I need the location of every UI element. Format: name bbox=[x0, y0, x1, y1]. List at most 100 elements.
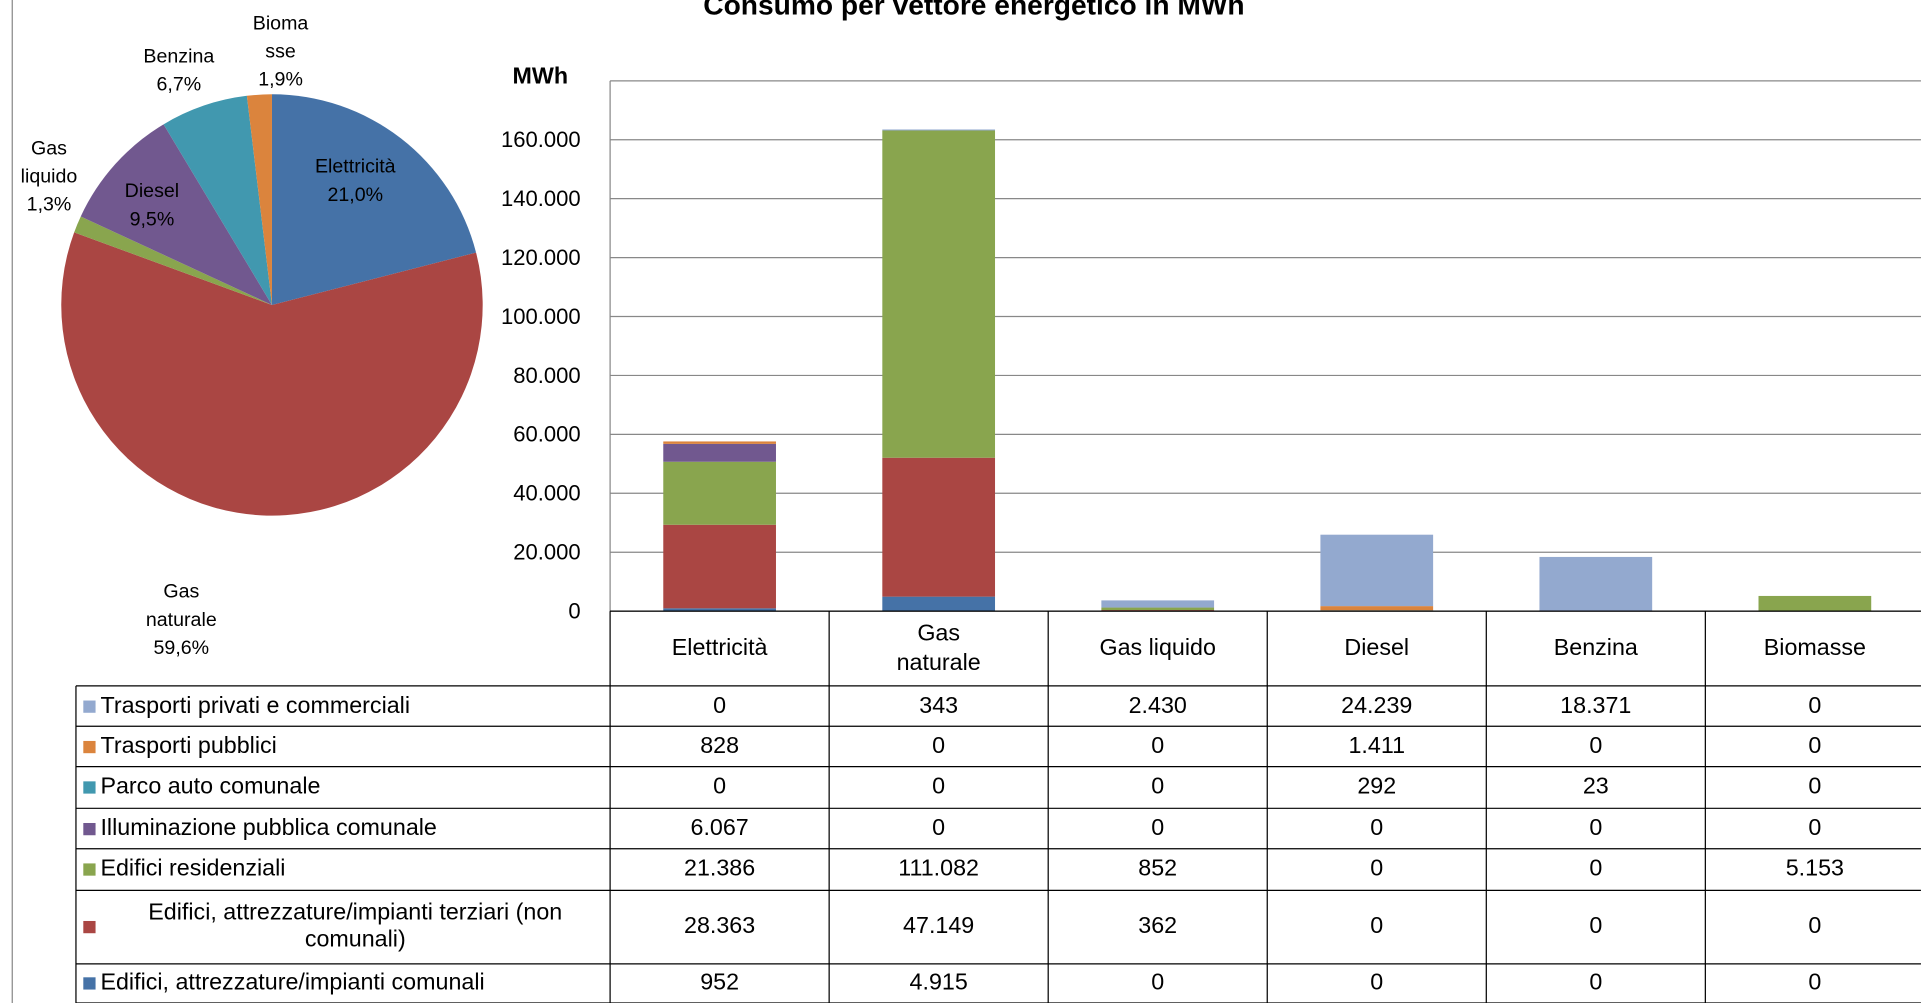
table-cell: 0 bbox=[1589, 969, 1603, 996]
pie-label-value: 59,6% bbox=[153, 638, 210, 659]
pie-label: Diesel 9,5% bbox=[109, 178, 195, 234]
legend-label: Trasporti pubblici bbox=[100, 732, 277, 759]
table-cell: 0 bbox=[1808, 815, 1822, 841]
y-axis-label: MWh bbox=[512, 62, 568, 88]
table-cell: 0 bbox=[1151, 815, 1165, 841]
table-cell: 952 bbox=[700, 969, 740, 996]
y-tick-label: 100.000 bbox=[501, 304, 581, 329]
table-cell: 4.915 bbox=[909, 969, 968, 996]
bar-segment bbox=[1539, 556, 1653, 612]
legend-swatch bbox=[83, 863, 96, 876]
table-cell: 1.411 bbox=[1348, 732, 1406, 759]
pie-label: Benzina 6,7% bbox=[130, 43, 228, 99]
table-cell: 292 bbox=[1357, 774, 1397, 800]
pie-label: Gas liquido 1,3% bbox=[12, 135, 86, 220]
pie-slice bbox=[61, 232, 483, 516]
table-cell: 0 bbox=[1370, 856, 1384, 882]
table-cell: 21.386 bbox=[684, 856, 756, 882]
legend-swatch bbox=[83, 781, 96, 794]
bar-segment bbox=[1758, 595, 1872, 612]
legend-label: Parco auto comunale bbox=[100, 774, 321, 800]
pie-label-name: Biomasse bbox=[252, 13, 309, 63]
pie-label-value: 9,5% bbox=[129, 209, 175, 231]
table-cell: 28.363 bbox=[684, 913, 756, 940]
bar-segment bbox=[1320, 534, 1434, 607]
bar-segment bbox=[882, 129, 996, 131]
table-cell: 0 bbox=[1808, 913, 1822, 940]
x-tick-label: Elettricità bbox=[671, 635, 768, 661]
table-cell: 0 bbox=[1808, 969, 1822, 996]
table-cell: 111.082 bbox=[898, 856, 980, 882]
legend-item: Trasporti pubblici bbox=[76, 726, 610, 766]
legend-item: Edifici, attrezzature/impianti comunali bbox=[76, 964, 610, 1003]
legend-label: Illuminazione pubblica comunale bbox=[100, 815, 437, 841]
table-cell: 0 bbox=[1370, 969, 1384, 996]
table-cell: 0 bbox=[1808, 732, 1822, 759]
legend-swatch bbox=[83, 822, 96, 835]
pie-label-name: Gas naturale bbox=[145, 581, 217, 631]
legend-swatch bbox=[83, 699, 96, 713]
pie-label-value: 6,7% bbox=[156, 74, 202, 96]
table-cell: 0 bbox=[932, 732, 946, 759]
bar-segment bbox=[663, 524, 776, 609]
pie-label-value: 1,3% bbox=[26, 194, 72, 216]
y-tick-label: 80.000 bbox=[513, 363, 580, 388]
legend-item: Illuminazione pubblica comunale bbox=[76, 808, 610, 848]
legend-item: Trasporti privati e commerciali bbox=[76, 686, 610, 726]
y-tick-label: 160.000 bbox=[501, 127, 581, 152]
table-cell: 2.430 bbox=[1128, 692, 1187, 719]
bar-segment bbox=[882, 596, 996, 612]
table-cell: 0 bbox=[1589, 856, 1603, 882]
x-tick-label: Biomasse bbox=[1763, 635, 1866, 661]
table-cell: 0 bbox=[1151, 774, 1165, 800]
y-tick-label: 140.000 bbox=[501, 186, 581, 211]
pie-label-value: 21,0% bbox=[327, 184, 384, 206]
table-cell: 362 bbox=[1138, 913, 1178, 940]
x-tick-label: Gas naturale bbox=[896, 620, 981, 676]
y-tick-label: 40.000 bbox=[513, 481, 580, 506]
legend-label: Trasporti privati e commerciali bbox=[100, 692, 411, 719]
legend-item: Edifici residenziali bbox=[76, 849, 610, 891]
pie-slice bbox=[80, 124, 272, 305]
bar-segment bbox=[663, 608, 776, 612]
pie-label: Gas naturale 59,6% bbox=[126, 578, 236, 663]
table-cell: 0 bbox=[932, 815, 946, 841]
x-tick-label: Benzina bbox=[1553, 635, 1638, 661]
pie-slice bbox=[271, 94, 477, 305]
table-cell: 0 bbox=[1370, 913, 1384, 940]
y-tick-label: 0 bbox=[568, 598, 580, 623]
table-cell: 18.371 bbox=[1560, 692, 1632, 719]
bar-segment bbox=[663, 441, 776, 444]
bar-segment bbox=[663, 461, 776, 525]
table-cell: 0 bbox=[1808, 774, 1822, 800]
table-cell: 343 bbox=[919, 692, 959, 719]
pie-slice bbox=[163, 95, 272, 305]
table-cell: 828 bbox=[700, 732, 740, 759]
bar-segment bbox=[882, 130, 996, 458]
pie-label-value: 1,9% bbox=[258, 69, 303, 91]
pie-slice bbox=[246, 94, 272, 305]
pie-label: Elettricità 21,0% bbox=[306, 153, 404, 209]
legend-item: Edifici, attrezzature/impianti terziari … bbox=[76, 890, 610, 963]
chart-title: Consumo per vettore energetico in MWh bbox=[703, 0, 1244, 21]
pie-label-name: Diesel bbox=[124, 181, 180, 203]
table-cell: 23 bbox=[1582, 774, 1609, 800]
y-tick-label: 60.000 bbox=[513, 422, 580, 447]
y-tick-label: 120.000 bbox=[501, 245, 581, 270]
pie-label-name: Gas liquido bbox=[20, 138, 78, 188]
table-cell: 0 bbox=[713, 692, 727, 719]
legend-swatch bbox=[83, 977, 96, 990]
table-cell: 0 bbox=[1151, 732, 1165, 759]
table-cell: 0 bbox=[1589, 732, 1603, 759]
pie-slice bbox=[74, 216, 272, 305]
y-tick-label: 20.000 bbox=[513, 540, 580, 565]
table-cell: 5.153 bbox=[1785, 856, 1844, 882]
table-cell: 0 bbox=[1589, 815, 1603, 841]
pie-label: Biomasse 1,9% bbox=[252, 10, 309, 95]
table-cell: 0 bbox=[1151, 969, 1165, 996]
bar-segment bbox=[882, 457, 996, 597]
legend-swatch bbox=[83, 920, 96, 934]
bar-segment bbox=[1101, 600, 1215, 608]
